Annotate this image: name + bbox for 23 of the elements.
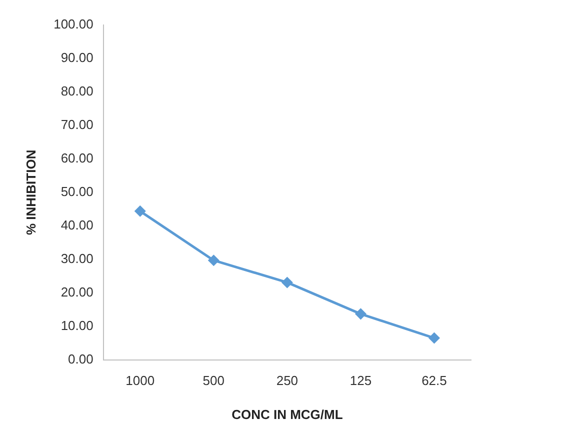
y-tick-label: 60.00 bbox=[60, 150, 94, 166]
y-tick-label: 30.00 bbox=[60, 250, 94, 266]
x-axis-title: CONC IN MCG/ML bbox=[232, 406, 343, 422]
point bbox=[282, 277, 292, 288]
x-tick-label: 125 bbox=[350, 373, 372, 388]
y-tick-label: 40.00 bbox=[60, 217, 94, 232]
point bbox=[355, 308, 366, 320]
y-tick-label: 80.00 bbox=[60, 84, 94, 99]
point bbox=[134, 206, 146, 216]
y-tick-label: 10.00 bbox=[60, 318, 94, 333]
y-tick-label: 20.00 bbox=[60, 284, 94, 300]
y-axis-title: % INHIBITION bbox=[23, 150, 38, 236]
y-tick-label: 50.00 bbox=[60, 184, 94, 199]
y-tick-label: 0.00 bbox=[68, 351, 94, 366]
x-tick-label: 1000 bbox=[126, 373, 155, 388]
x-tick-label: 62.5 bbox=[422, 373, 447, 388]
x-tick-label: 250 bbox=[276, 373, 298, 388]
y-tick-label: 70.00 bbox=[60, 117, 94, 132]
point bbox=[208, 255, 219, 266]
x-tick-label: 500 bbox=[202, 373, 225, 388]
point bbox=[428, 332, 440, 344]
y-tick-label: 100.00 bbox=[54, 16, 94, 32]
y-tick-label: 90.00 bbox=[60, 50, 94, 66]
